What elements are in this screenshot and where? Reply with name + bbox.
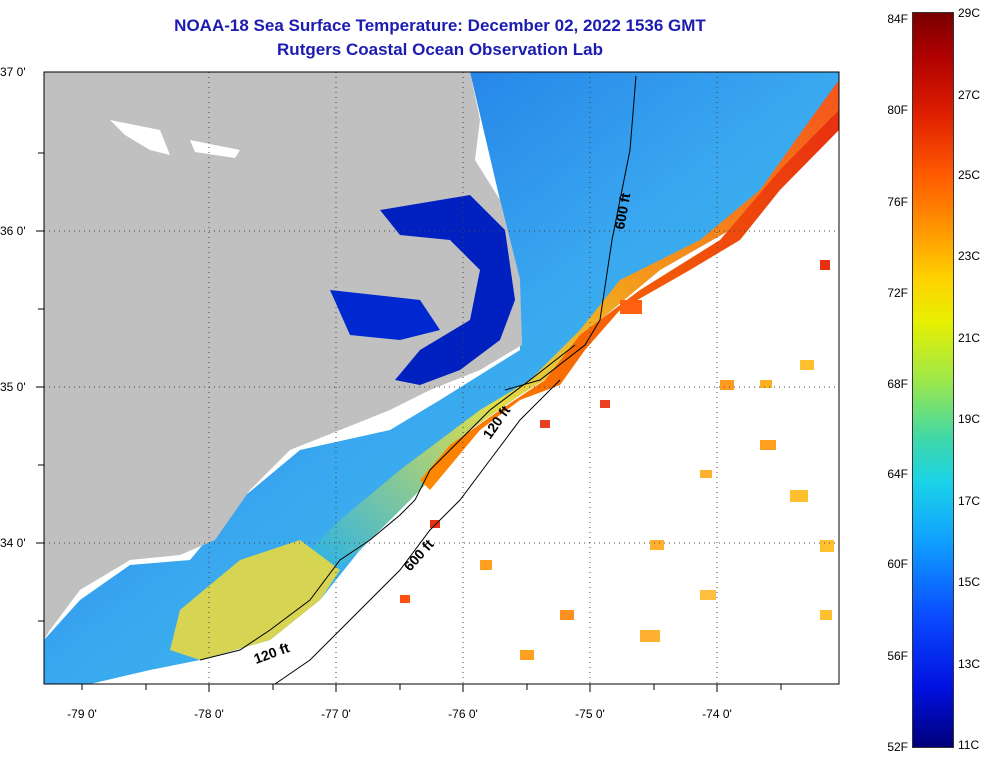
map-border: [43, 71, 840, 685]
lon-label-76: -76 0': [448, 707, 478, 721]
inland-lakes: [110, 120, 240, 158]
lat-label-35: 35 0': [0, 380, 26, 394]
colorbar-c-25: 25C: [958, 168, 981, 182]
isobath-600ft-north: [504, 75, 637, 391]
colorbar-f-80: 80F: [887, 103, 908, 117]
lon-label-77: -77 0': [321, 707, 351, 721]
axis-ticks: [36, 152, 782, 692]
colorbar-f-84: 84F: [887, 12, 908, 26]
colorbar-f-64: 64F: [887, 467, 908, 481]
offshore-warm-patches: [400, 260, 834, 660]
colorbar-c-11: 11C: [958, 738, 980, 752]
coastal-water: [44, 72, 839, 684]
isobath-600ft-south: [274, 379, 561, 685]
albemarle-sound: [330, 290, 440, 340]
colorbar-f-76: 76F: [887, 195, 908, 209]
colorbar-f-68: 68F: [887, 377, 908, 391]
colorbar-c-27: 27C: [958, 88, 981, 102]
warm-shelf-band: [300, 80, 839, 575]
pamlico-sound: [380, 195, 515, 385]
colorbar-f-52: 52F: [887, 740, 908, 754]
map-subtitle: Rutgers Coastal Ocean Observation Lab: [277, 40, 603, 59]
colorbar-c-21: 21C: [958, 331, 981, 345]
colorbar-c-15: 15C: [958, 575, 981, 589]
graticule: [44, 72, 839, 684]
lon-label-75: -75 0': [575, 707, 605, 721]
colorbar-c-19: 19C: [958, 412, 981, 426]
colorbar-c-13: 13C: [958, 657, 981, 671]
colorbar-c-23: 23C: [958, 249, 981, 263]
colorbar-f-72: 72F: [887, 286, 908, 300]
lat-label-37: 37 0': [0, 65, 26, 79]
lat-label-34: 34 0': [0, 536, 26, 550]
colorbar-c-17: 17C: [958, 494, 981, 508]
southern-shelf-water: [170, 540, 340, 660]
isobath-label-600ft-north: 600 ft: [611, 191, 633, 230]
isobath-120ft: [199, 344, 576, 661]
lon-label-79: -79 0': [67, 707, 97, 721]
colorbar-f-60: 60F: [887, 557, 908, 571]
colorbar-f-56: 56F: [887, 649, 908, 663]
lon-label-74: -74 0': [702, 707, 732, 721]
map-title: NOAA-18 Sea Surface Temperature: Decembe…: [174, 16, 706, 35]
temperature-colorbar: [912, 12, 954, 748]
colorbar-c-29: 29C: [958, 6, 981, 20]
lat-label-36: 36 0': [0, 224, 26, 238]
lon-label-78: -78 0': [194, 707, 224, 721]
